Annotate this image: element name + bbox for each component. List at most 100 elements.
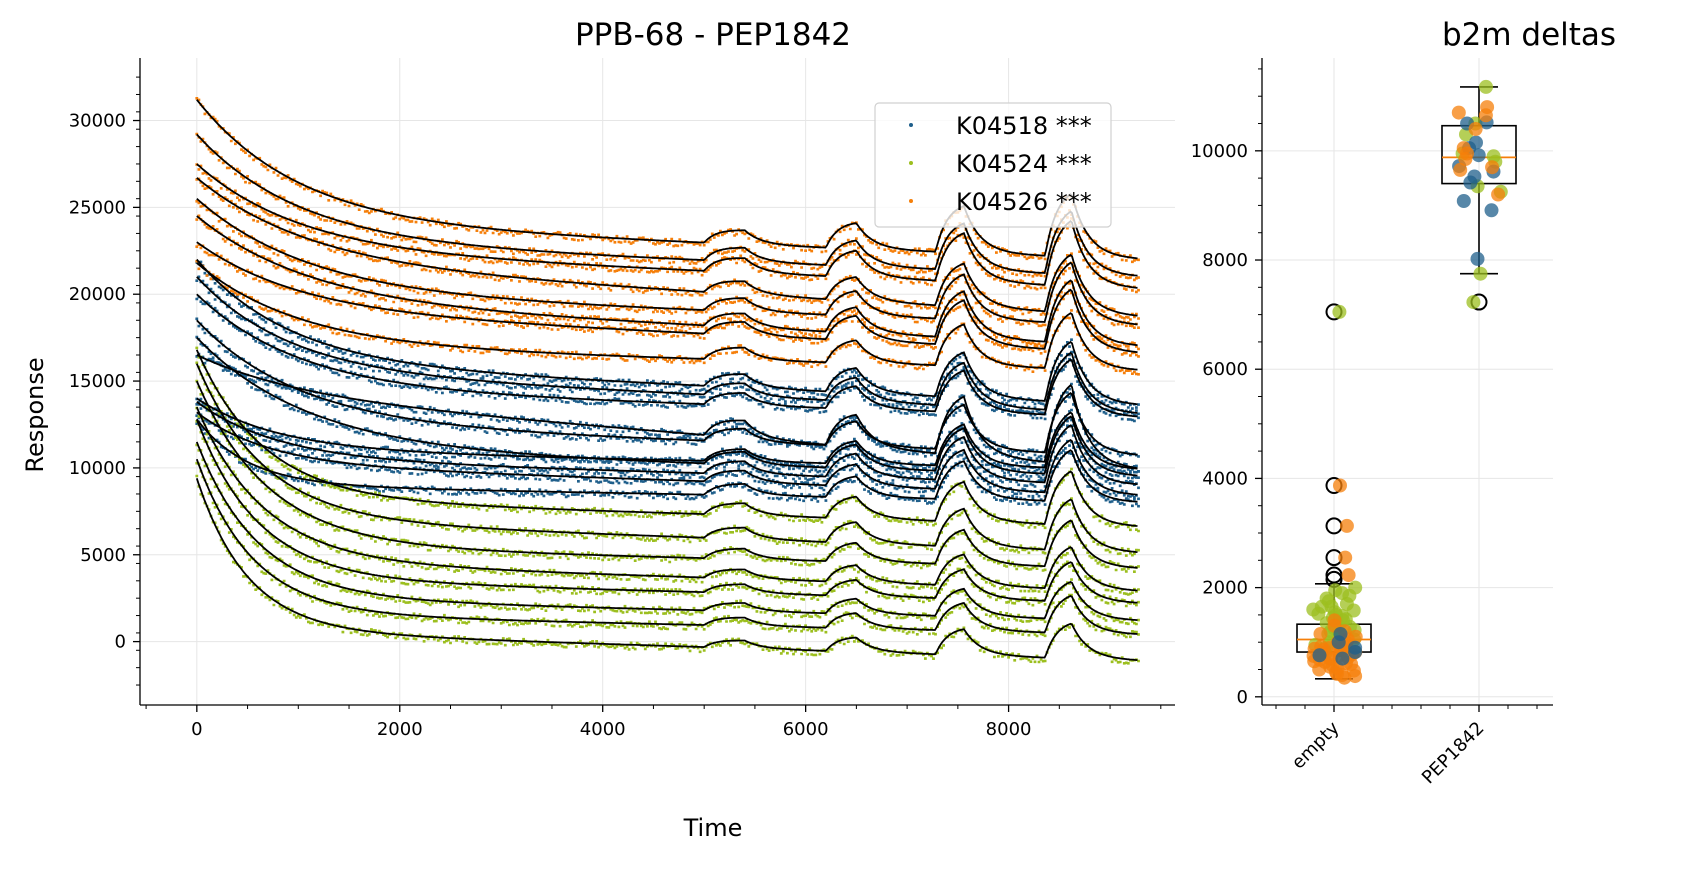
delta-point <box>1468 122 1483 136</box>
delta-point <box>1333 478 1347 493</box>
x-tick-label: 8000 <box>986 719 1032 740</box>
delta-point <box>1456 194 1471 208</box>
fit-line <box>195 478 1138 661</box>
fit-line <box>196 418 1138 503</box>
delta-point <box>1479 79 1493 94</box>
series-points <box>195 259 1140 376</box>
fit-line <box>195 458 1138 635</box>
sensorgram-axes: 0 2000 4000 6000 8000 0 5000 10000 15000 20000 250… <box>69 58 1175 740</box>
fit-line <box>195 363 1138 553</box>
sensorgram-series <box>195 97 1140 665</box>
fit-line <box>196 198 1138 326</box>
series-K04526 <box>195 97 1140 376</box>
delta-point <box>1338 612 1353 627</box>
y-tick-label: 0 <box>1237 687 1248 708</box>
legend-label: K04526 *** <box>956 188 1092 216</box>
y-tick-label: 25000 <box>69 197 126 218</box>
b2m-deltas-title: b2m deltas <box>1442 17 1616 53</box>
fit-line <box>195 349 1138 527</box>
points-empty <box>1312 627 1363 666</box>
delta-point <box>1331 635 1346 650</box>
fit-line <box>196 163 1138 289</box>
delta-point <box>1484 203 1499 218</box>
series-points <box>195 474 1140 665</box>
delta-point <box>1478 108 1493 123</box>
delta-point <box>1348 645 1363 659</box>
delta-point <box>1313 627 1328 641</box>
delta-point <box>1324 599 1339 614</box>
fit-line <box>196 336 1138 477</box>
delta-point <box>1341 568 1356 583</box>
delta-point <box>1471 148 1486 163</box>
delta-point <box>1470 251 1485 266</box>
series-points <box>195 317 1140 459</box>
sensorgram-chart: PPB-68 - PEP1842 0 2000 4000 6000 8000 0 5000 1… <box>21 17 1175 842</box>
fit-line <box>196 397 1138 470</box>
y-tick-label: 4000 <box>1202 468 1248 489</box>
delta-point <box>1311 606 1326 621</box>
legend-marker <box>909 123 913 127</box>
delta-point <box>1338 550 1353 565</box>
delta-point <box>1332 304 1347 319</box>
sensorgram-grid <box>140 58 1175 705</box>
legend-frame <box>874 102 1112 228</box>
y-tick-label: 5000 <box>80 545 126 566</box>
delta-point <box>1348 669 1363 684</box>
delta-point <box>1491 187 1506 202</box>
series-points <box>195 420 1140 508</box>
legend-label: K04524 *** <box>956 150 1092 178</box>
fit-line <box>195 406 1138 592</box>
y-tick-label: 8000 <box>1202 250 1248 271</box>
fit-line <box>196 215 1138 347</box>
delta-point <box>1339 518 1354 533</box>
legend-marker <box>909 199 913 203</box>
sensorgram-title: PPB-68 - PEP1842 <box>575 17 851 53</box>
b2m-grid <box>1262 58 1553 705</box>
fit-line <box>195 380 1138 569</box>
delta-point <box>1451 105 1466 120</box>
fit-line <box>196 319 1138 456</box>
delta-point <box>1473 266 1488 281</box>
x-tick-label: 4000 <box>580 719 626 740</box>
fit-line <box>196 258 1138 406</box>
legend-marker <box>909 161 913 165</box>
y-tick-label: 15000 <box>69 371 126 392</box>
fit-line <box>196 241 1138 354</box>
delta-point <box>1463 175 1478 190</box>
fit-line <box>196 293 1138 418</box>
fit-line <box>196 411 1138 496</box>
delta-point <box>1458 152 1473 166</box>
fit-line <box>196 99 1138 260</box>
x-category-label: empty <box>1288 717 1344 773</box>
delta-point <box>1335 651 1350 666</box>
delta-point <box>1337 670 1352 685</box>
legend: K04518 *** K04524 *** K04526 *** <box>874 102 1112 228</box>
y-tick-label: 10000 <box>69 458 126 479</box>
b2m-points <box>1306 79 1508 685</box>
points-PEP1842 <box>1451 100 1506 202</box>
sensorgram-x-axis-label: Time <box>683 814 743 842</box>
y-tick-label: 10000 <box>1191 141 1248 162</box>
y-tick-label: 6000 <box>1202 359 1248 380</box>
fit-line <box>196 177 1138 317</box>
x-tick-label: 2000 <box>377 719 423 740</box>
y-tick-label: 2000 <box>1202 578 1248 599</box>
x-tick-label: 6000 <box>783 719 829 740</box>
b2m-deltas-chart: b2m deltas 0 2000 4000 6000 8000 10000 empty PE… <box>1191 17 1616 788</box>
fit-line <box>196 401 1138 486</box>
fit-lines-K04524 <box>195 349 1138 661</box>
delta-point <box>1312 648 1327 663</box>
series-points <box>195 132 1140 282</box>
sensorgram-y-axis-label: Response <box>21 357 49 472</box>
fit-line <box>195 418 1138 604</box>
y-tick-label: 30000 <box>69 111 126 132</box>
y-tick-label: 0 <box>115 632 126 653</box>
legend-label: K04518 *** <box>956 112 1092 140</box>
fit-lines-K04526 <box>196 99 1138 371</box>
fit-line <box>196 133 1138 277</box>
y-tick-label: 20000 <box>69 284 126 305</box>
x-tick-label: 0 <box>191 719 202 740</box>
delta-point <box>1485 160 1500 175</box>
delta-point <box>1466 295 1481 310</box>
